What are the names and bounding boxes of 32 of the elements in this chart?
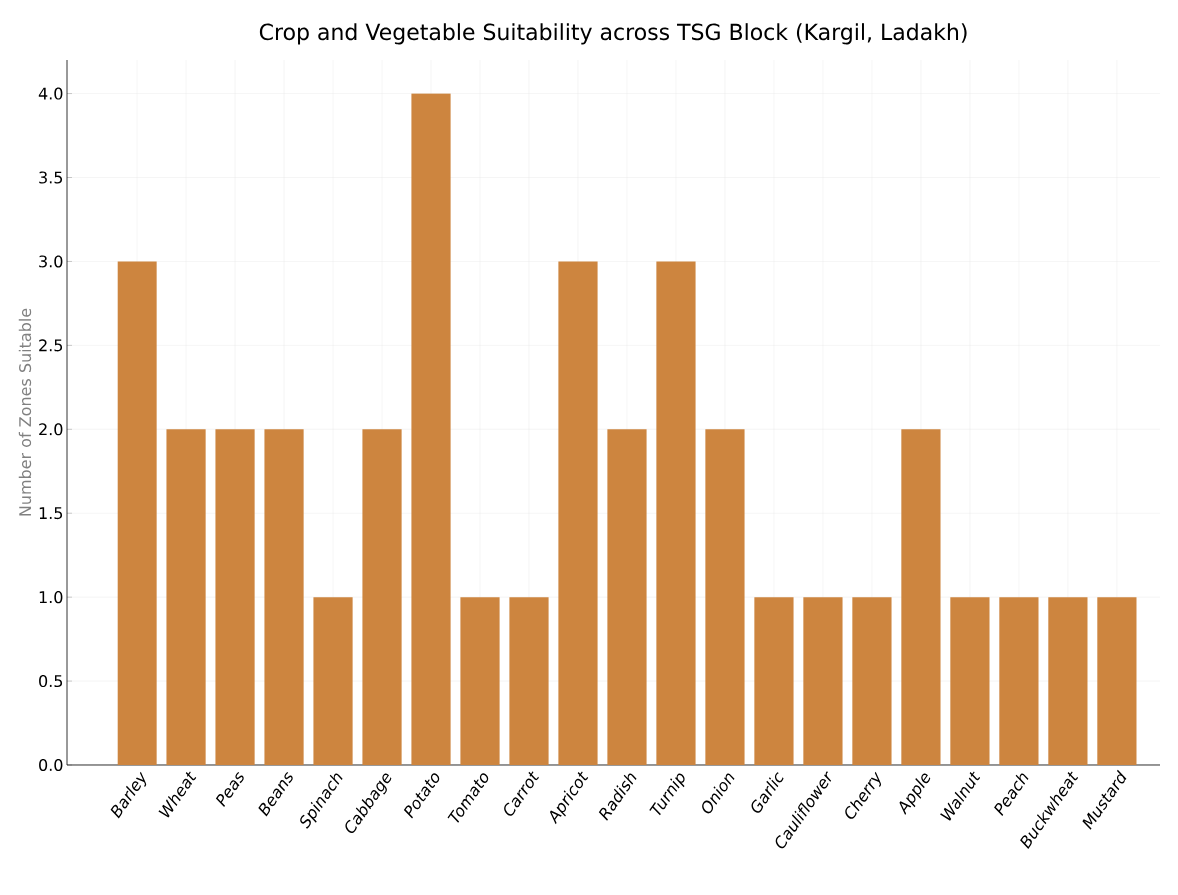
bar bbox=[264, 429, 304, 765]
bar bbox=[509, 597, 549, 765]
bar bbox=[117, 261, 157, 765]
bar bbox=[950, 597, 990, 765]
bar bbox=[558, 261, 598, 765]
bar bbox=[803, 597, 843, 765]
bar bbox=[411, 93, 451, 765]
bar bbox=[1097, 597, 1137, 765]
bar bbox=[1048, 597, 1088, 765]
bar bbox=[705, 429, 745, 765]
y-tick-label: 2.5 bbox=[39, 339, 63, 352]
bar bbox=[656, 261, 696, 765]
bar bbox=[999, 597, 1039, 765]
bar bbox=[313, 597, 353, 765]
y-tick-label: 4.0 bbox=[38, 87, 63, 100]
bar bbox=[901, 429, 941, 765]
bar bbox=[215, 429, 255, 765]
chart-title: Crop and Vegetable Suitability across TSG Block (Kargil, Ladakh) bbox=[259, 23, 967, 45]
bar bbox=[852, 597, 892, 765]
y-tick-label: 1.5 bbox=[39, 507, 63, 520]
y-tick-label: 1.0 bbox=[39, 591, 63, 604]
y-tick-label: 0.5 bbox=[39, 675, 63, 688]
bar bbox=[166, 429, 206, 765]
y-tick-label: 2.0 bbox=[39, 423, 63, 436]
bar bbox=[460, 597, 500, 765]
y-tick-label: 0.0 bbox=[39, 758, 63, 772]
y-axis-title: Number of Zones Suitable bbox=[18, 308, 32, 516]
bar bbox=[754, 597, 794, 765]
y-tick-label: 3.0 bbox=[39, 255, 63, 268]
y-tick-label: 3.5 bbox=[39, 171, 63, 184]
bar bbox=[362, 429, 402, 765]
bar bbox=[607, 429, 647, 765]
